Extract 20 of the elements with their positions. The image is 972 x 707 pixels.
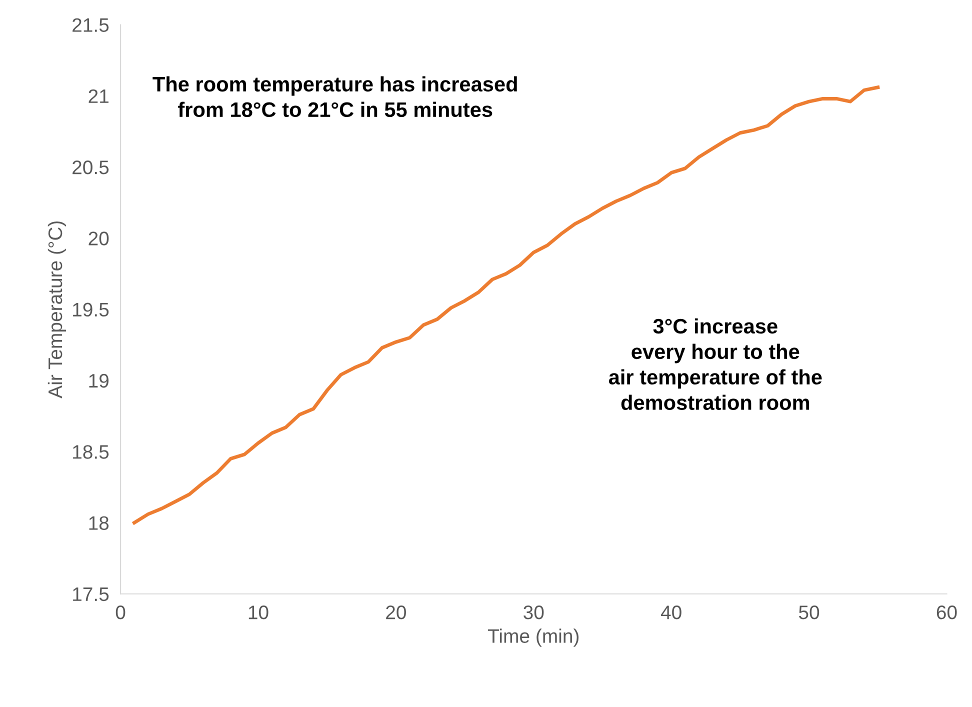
x-axis-title: Time (min)	[488, 628, 579, 647]
x-tick-label: 20	[386, 606, 406, 620]
annotation: The room temperature has increased from 18°C to 21°C in 55 minutes	[152, 76, 517, 118]
x-tick-label: 50	[798, 606, 820, 620]
x-tick-label: 40	[660, 606, 682, 620]
x-tick-label: 10	[248, 606, 268, 620]
y-tick-label: 19	[89, 374, 108, 388]
annotation: 3°C increase every hour to the air temperature of the demostration room	[608, 318, 822, 410]
y-tick-label: 18	[89, 516, 109, 530]
y-tick-label: 20	[88, 232, 109, 246]
y-tick-label: 17.5	[73, 588, 109, 602]
y-tick-label: 21.5	[72, 18, 109, 32]
x-tick-label: 30	[524, 606, 544, 620]
y-tick-label: 19.5	[73, 302, 109, 317]
y-tick-label: 21	[88, 89, 108, 103]
y-tick-label: 18.5	[73, 445, 109, 459]
y-tick-label: 20.5	[72, 160, 109, 174]
x-tick-label: 60	[936, 606, 957, 620]
x-tick-label: 0	[116, 606, 126, 620]
y-axis-title: Air Temperature (°C)	[48, 221, 66, 398]
